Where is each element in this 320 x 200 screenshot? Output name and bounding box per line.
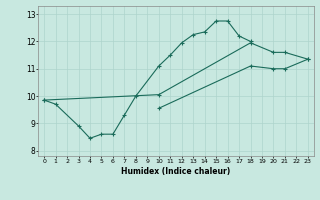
- X-axis label: Humidex (Indice chaleur): Humidex (Indice chaleur): [121, 167, 231, 176]
